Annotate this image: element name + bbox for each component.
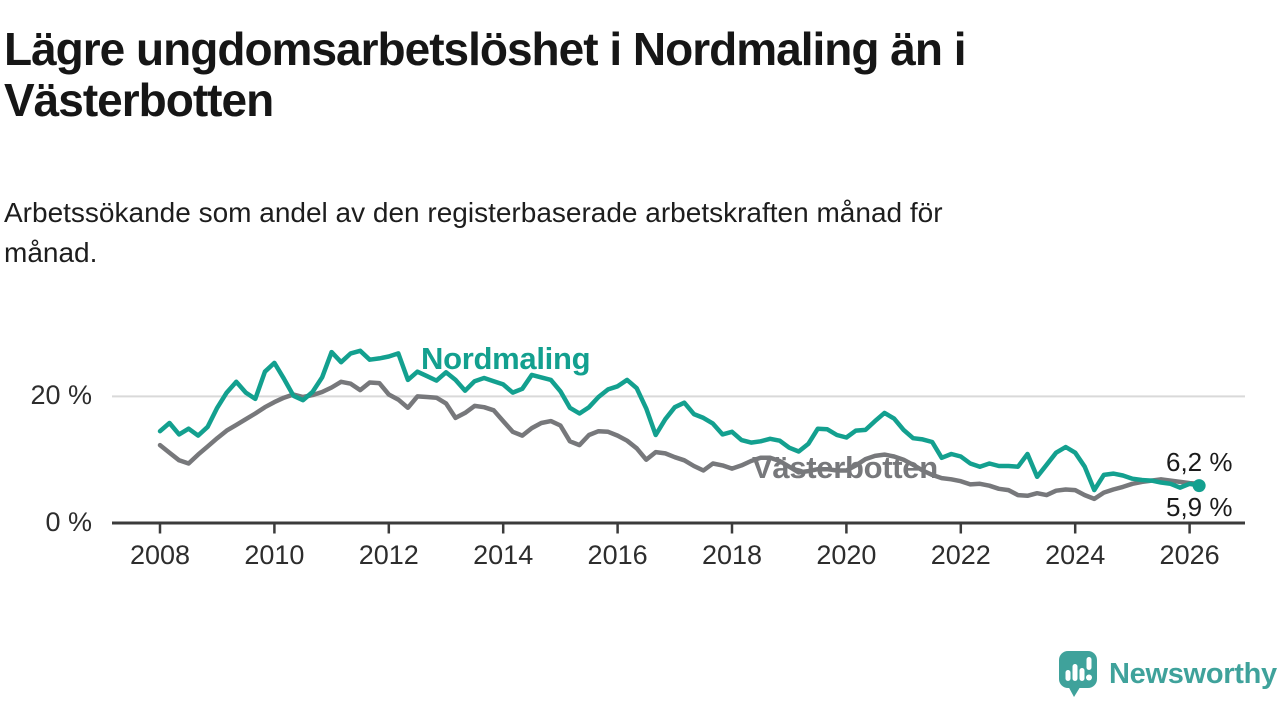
newsworthy-logo: Newsworthy	[1058, 649, 1277, 699]
x-tick-label: 2022	[930, 540, 991, 570]
x-tick-label: 2012	[358, 540, 419, 570]
x-tick-label: 2016	[587, 540, 648, 570]
x-tick-label: 2008	[129, 540, 191, 570]
subtitle-line-1: Arbetssökande som andel av den registerb…	[4, 197, 943, 228]
series-label-nordmaling: Nordmaling	[421, 341, 591, 376]
series-label-vasterbotten: Västerbotten	[752, 450, 938, 485]
end-value-vasterbotten: 6,2 %	[1166, 447, 1233, 477]
subtitle-line-2: månad.	[4, 237, 98, 268]
y-axis-label-0: 0 %	[45, 507, 92, 537]
x-tick-label: 2018	[701, 540, 763, 570]
x-tick-label: 2026	[1159, 540, 1220, 570]
page-title: Lägre ungdomsarbetslöshet i Nordmaling ä…	[4, 23, 966, 126]
title-line-2: Västerbotten	[4, 74, 274, 126]
newsworthy-brand-text: Newsworthy	[1109, 657, 1277, 690]
title-line-1: Lägre ungdomsarbetslöshet i Nordmaling ä…	[4, 23, 966, 75]
x-tick-label: 2010	[244, 540, 305, 570]
x-tick-label: 2024	[1045, 540, 1106, 570]
chart-subtitle: Arbetssökande som andel av den registerb…	[4, 193, 943, 273]
newsworthy-logo-icon	[1059, 651, 1097, 697]
x-tick-label: 2020	[816, 540, 877, 570]
y-axis-label-20: 20 %	[30, 380, 92, 410]
x-tick-label: 2014	[473, 540, 534, 570]
end-value-nordmaling: 5,9 %	[1166, 492, 1233, 522]
